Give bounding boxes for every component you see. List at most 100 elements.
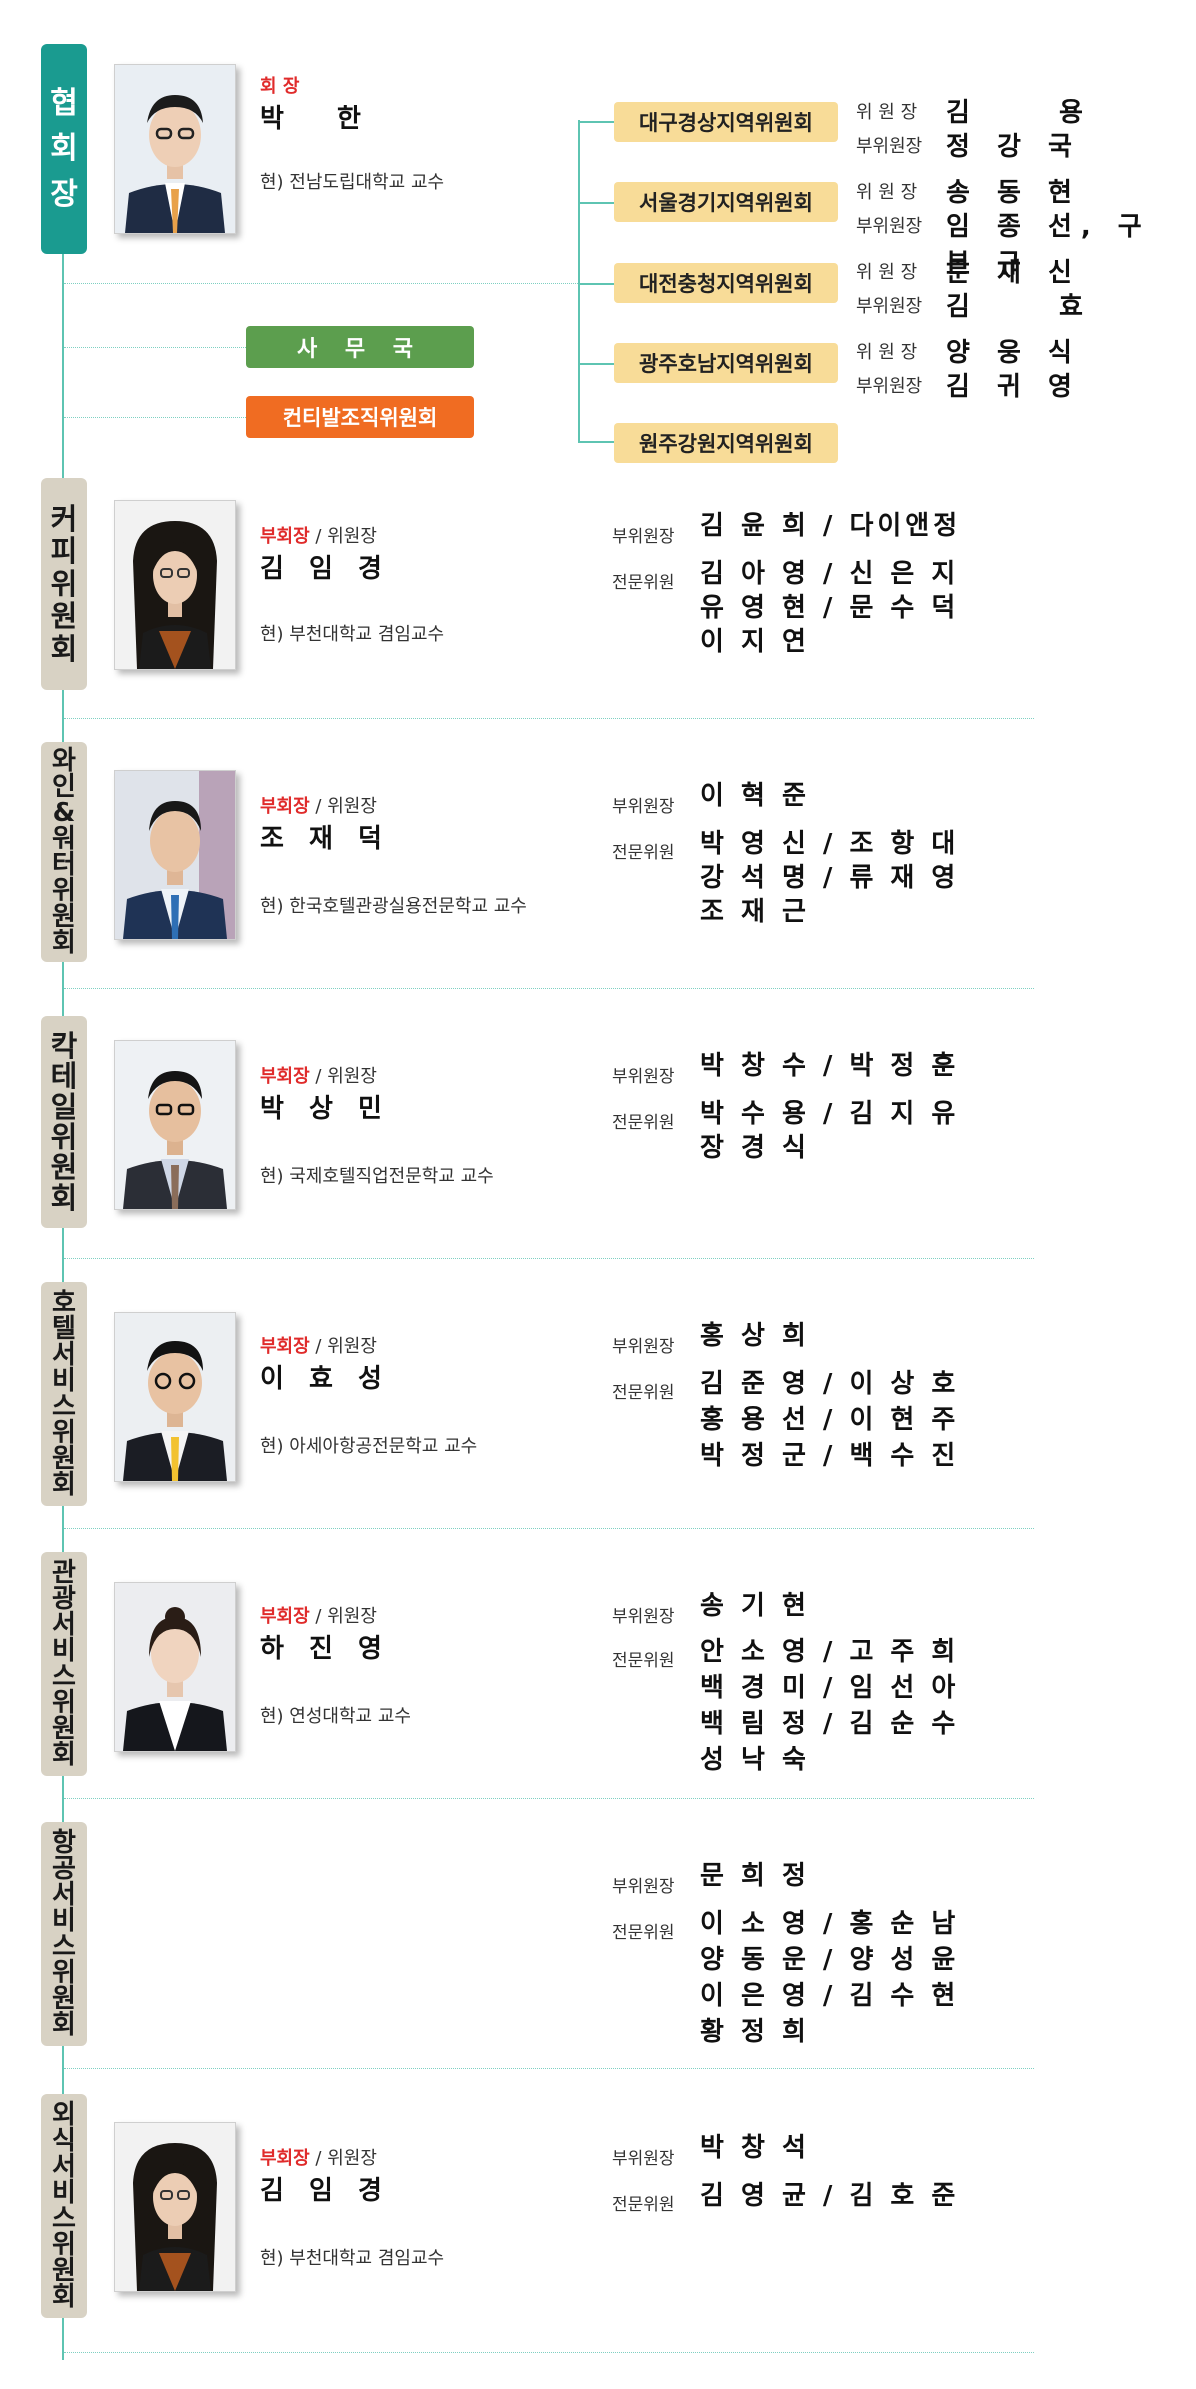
expert-value: 김 준 영 / 이 상 호 (700, 1369, 960, 1399)
expert-label: 전문위원 (612, 1383, 675, 1403)
divider (64, 1798, 1034, 1799)
expert-value: 조 재 근 (700, 897, 810, 927)
committee-affiliation: 현) 부천대학교 겸임교수 (260, 2248, 445, 2269)
region-row-label: 부위원장 (856, 296, 923, 317)
committee-role: 부회장 / 위원장 (260, 526, 377, 547)
committee-role: 부회장 / 위원장 (260, 796, 377, 817)
expert-value: 김 아 영 / 신 은 지 (700, 559, 960, 589)
region-daejeon: 대전충청지역위원회 (614, 263, 838, 303)
region-branch-line (578, 120, 580, 442)
committee-photo (114, 1312, 236, 1482)
vice-label: 부위원장 (612, 797, 675, 817)
president-role: 회 장 (260, 76, 300, 97)
committee-photo (114, 770, 236, 940)
vice-label: 부위원장 (612, 2149, 675, 2169)
vice-value: 이 혁 준 (700, 781, 810, 811)
committee-role: 부회장 / 위원장 (260, 1336, 377, 1357)
expert-value: 이 지 연 (700, 627, 810, 657)
divider (64, 988, 1034, 989)
committee-chair-name: 이 효 성 (260, 1364, 390, 1394)
committee-photo (114, 1040, 236, 1210)
region-connector (578, 363, 614, 365)
contents-committee-box: 컨티발조직위원회 (246, 396, 474, 438)
vice-value: 김 윤 희 / 다이앤정 (700, 511, 962, 541)
expert-value: 이 소 영 / 홍 순 남 (700, 1909, 960, 1939)
president-photo (114, 64, 236, 234)
vice-label: 부위원장 (612, 1607, 675, 1627)
expert-value: 안 소 영 / 고 주 희 (700, 1637, 960, 1667)
expert-value: 박 수 용 / 김 지 유 (700, 1099, 960, 1129)
divider (64, 417, 246, 418)
expert-value: 백 경 미 / 임 선 아 (700, 1673, 960, 1703)
region-daegu: 대구경상지역위원회 (614, 102, 838, 142)
region-row-value: 송 동 현 (946, 178, 1081, 208)
expert-value: 양 동 운 / 양 성 윤 (700, 1945, 960, 1975)
secretariat-box: 사 무 국 (246, 326, 474, 368)
committee-photo (114, 2122, 236, 2292)
divider (64, 1258, 1034, 1259)
committee-chair-name: 김 임 경 (260, 2176, 390, 2206)
region-row-label: 위 원 장 (856, 182, 918, 203)
region-row-value: 양 웅 식 (946, 338, 1081, 368)
vice-value: 송 기 현 (700, 1591, 810, 1621)
vice-label: 부위원장 (612, 1067, 675, 1087)
region-row-value: 김 귀 영 (946, 372, 1081, 402)
region-row-value: 임 종 선, 구 본 규 (946, 212, 1151, 279)
expert-label: 전문위원 (612, 1923, 675, 1943)
committee-role: 부회장 / 위원장 (260, 2148, 377, 2169)
region-row-label: 부위원장 (856, 136, 923, 157)
region-connector (578, 121, 614, 123)
region-row-label: 위 원 장 (856, 342, 918, 363)
region-seoul: 서울경기지역위원회 (614, 182, 838, 222)
president-name: 박 한 (260, 104, 383, 134)
expert-value: 김 영 균 / 김 호 준 (700, 2181, 960, 2211)
expert-value: 성 낙 숙 (700, 1745, 810, 1775)
divider (64, 1528, 1034, 1529)
expert-label: 전문위원 (612, 1113, 675, 1133)
region-gwangju: 광주호남지역위원회 (614, 343, 838, 383)
committee-photo (114, 1582, 236, 1752)
region-row-value: 문 재 신 (946, 258, 1081, 288)
region-row-value: 김 용 (946, 98, 1123, 128)
region-connector (578, 441, 614, 443)
divider (64, 283, 578, 284)
vice-label: 부위원장 (612, 1337, 675, 1357)
expert-value: 백 림 정 / 김 순 수 (700, 1709, 960, 1739)
committee-affiliation: 현) 연성대학교 교수 (260, 1706, 411, 1727)
expert-value: 박 정 군 / 백 수 진 (700, 1441, 960, 1471)
region-row-value: 김 효 (946, 292, 1123, 322)
committee-chair-name: 하 진 영 (260, 1634, 390, 1664)
divider (64, 347, 246, 348)
committee-affiliation: 현) 부천대학교 겸임교수 (260, 624, 445, 645)
expert-value: 강 석 명 / 류 재 영 (700, 863, 960, 893)
president-affiliation: 현) 전남도립대학교 교수 (260, 172, 445, 193)
divider (64, 718, 1034, 719)
vice-value: 박 창 석 (700, 2133, 810, 2163)
committee-chair-name: 박 상 민 (260, 1094, 390, 1124)
vice-value: 박 창 수 / 박 정 훈 (700, 1051, 960, 1081)
expert-value: 박 영 신 / 조 항 대 (700, 829, 960, 859)
expert-label: 전문위원 (612, 1651, 675, 1671)
vice-label: 부위원장 (612, 527, 675, 547)
region-row-label: 부위원장 (856, 216, 923, 237)
divider (64, 2352, 1034, 2353)
region-row-label: 위 원 장 (856, 102, 918, 123)
committee-affiliation: 현) 아세아항공전문학교 교수 (260, 1436, 478, 1457)
committee-role: 부회장 / 위원장 (260, 1066, 377, 1087)
expert-label: 전문위원 (612, 573, 675, 593)
region-connector (578, 202, 614, 204)
committee-role: 부회장 / 위원장 (260, 1606, 377, 1627)
region-row-value: 정 강 국 (946, 132, 1081, 162)
region-row-label: 위 원 장 (856, 262, 918, 283)
committee-pill-wine-water: 와 인 & 워 터 위 원 회 (41, 742, 87, 962)
region-row-label: 부위원장 (856, 376, 923, 397)
committee-affiliation: 현) 한국호텔관광실용전문학교 교수 (260, 896, 527, 917)
expert-value: 유 영 현 / 문 수 덕 (700, 593, 960, 623)
region-connector (578, 283, 614, 285)
committee-affiliation: 현) 국제호텔직업전문학교 교수 (260, 1166, 494, 1187)
